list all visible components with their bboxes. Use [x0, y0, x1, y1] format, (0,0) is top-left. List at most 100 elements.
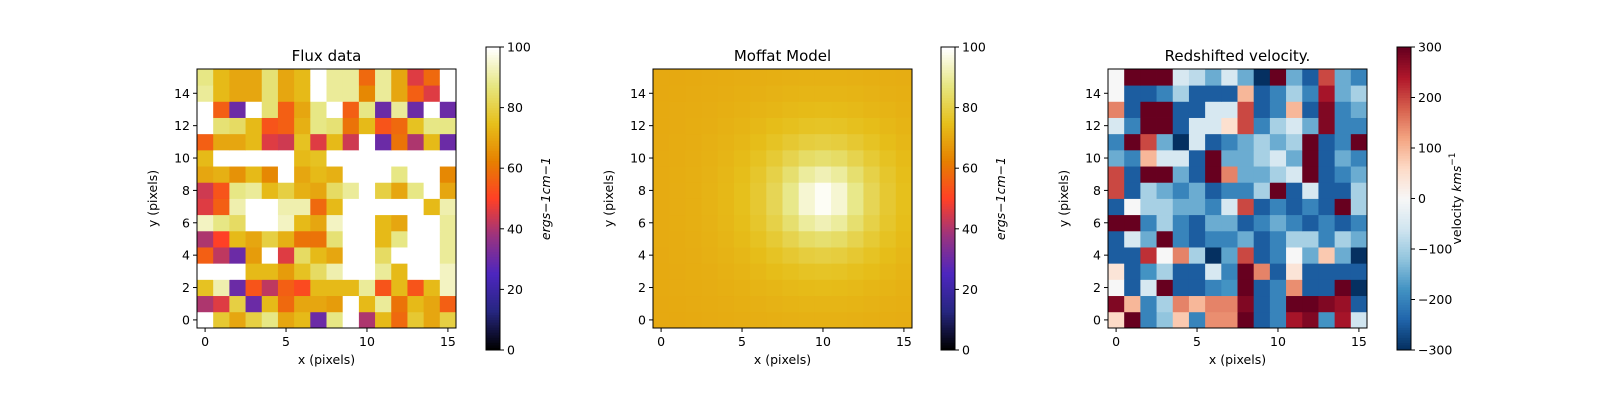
heatmap-cell: [310, 214, 327, 232]
heatmap-cell: [766, 182, 783, 199]
colorbar-step: [486, 148, 500, 152]
heatmap-cell: [653, 198, 670, 216]
heatmap-cell: [1140, 133, 1157, 151]
heatmap-cell: [863, 85, 881, 102]
colorbar-step: [486, 59, 500, 63]
heatmap-cell: [358, 311, 376, 329]
heatmap-cell: [1237, 69, 1255, 86]
heatmap-cell: [750, 69, 767, 86]
heatmap-cell: [685, 101, 702, 118]
heatmap-cell: [766, 247, 783, 264]
colorbar-step: [486, 269, 500, 273]
colorbar-step: [941, 279, 955, 283]
heatmap-cell: [294, 85, 311, 102]
heatmap-cell: [1221, 69, 1238, 86]
heatmap-cell: [439, 166, 457, 183]
colorbar-step: [1397, 264, 1411, 268]
heatmap-cell: [782, 182, 800, 199]
heatmap-cell: [342, 85, 360, 102]
heatmap-cell: [1350, 311, 1368, 329]
heatmap-cell: [1124, 85, 1141, 102]
colorbar-step: [941, 160, 955, 164]
heatmap-cell: [1237, 166, 1255, 183]
colorbar-step: [941, 322, 955, 326]
colorbar-step: [1397, 94, 1411, 98]
colorbar-step: [486, 218, 500, 222]
heatmap-cell: [342, 214, 360, 232]
heatmap-cell: [375, 214, 392, 232]
heatmap-cell: [423, 214, 441, 232]
heatmap-cell: [1124, 247, 1141, 264]
heatmap-cell: [798, 311, 816, 329]
heatmap-cell: [879, 182, 897, 199]
heatmap-cell: [895, 133, 913, 151]
heatmap-cell: [213, 182, 230, 199]
colorbar-step: [1397, 105, 1411, 109]
colorbar-step: [486, 254, 500, 258]
heatmap-cell: [717, 198, 735, 216]
y-tick-label: 0: [1093, 312, 1101, 327]
colorbar-step: [1397, 223, 1411, 227]
heatmap-cell: [847, 230, 864, 248]
colorbar-label: velocity kms−1: [1448, 152, 1464, 244]
colorbar-step: [1397, 294, 1411, 298]
heatmap-cell: [798, 263, 816, 280]
heatmap-cell: [1237, 230, 1255, 248]
heatmap-cell: [1350, 133, 1368, 151]
heatmap-cell: [863, 117, 881, 135]
heatmap-cell: [879, 295, 897, 313]
heatmap-cell: [782, 101, 800, 118]
heatmap-cell: [782, 149, 800, 167]
heatmap-cell: [213, 69, 230, 86]
heatmap-cell: [717, 117, 735, 135]
colorbar-step: [486, 84, 500, 88]
colorbar-step: [941, 251, 955, 255]
heatmap-cell: [766, 279, 783, 297]
heatmap-cell: [782, 117, 800, 135]
colorbar-step: [1397, 322, 1411, 326]
heatmap-cell: [1334, 247, 1352, 264]
colorbar-step: [486, 228, 500, 232]
heatmap-cell: [229, 117, 246, 135]
heatmap-cell: [277, 182, 295, 199]
heatmap-cell: [375, 101, 392, 118]
heatmap-cell: [847, 214, 864, 232]
heatmap-cell: [342, 230, 360, 248]
heatmap-cell: [294, 311, 311, 329]
heatmap-cell: [245, 230, 263, 248]
colorbar-step: [1397, 241, 1411, 245]
colorbar-tick-label: 100: [1418, 141, 1442, 156]
colorbar-step: [941, 319, 955, 323]
heatmap-cell: [847, 69, 864, 86]
heatmap-cell: [814, 247, 832, 264]
colorbar-step: [1397, 279, 1411, 283]
heatmap-cell: [1124, 279, 1141, 297]
colorbar-step: [941, 102, 955, 106]
heatmap-cell: [766, 295, 783, 313]
heatmap-cell: [1237, 263, 1255, 280]
colorbar-step: [1397, 281, 1411, 285]
colorbar-step: [941, 72, 955, 76]
y-tick-label: 14: [174, 86, 190, 101]
heatmap-cell: [197, 263, 214, 280]
heatmap-cell: [261, 198, 279, 216]
heatmap-cell: [358, 263, 376, 280]
heatmap-cell: [717, 69, 735, 86]
heatmap-cell: [1221, 101, 1238, 118]
colorbar-step: [941, 208, 955, 212]
heatmap-cell: [733, 117, 751, 135]
colorbar-step: [941, 286, 955, 290]
heatmap-cell: [717, 182, 735, 199]
colorbar-step: [486, 173, 500, 177]
colorbar-step: [941, 158, 955, 162]
colorbar-step: [1397, 150, 1411, 154]
heatmap-cell: [1253, 117, 1271, 135]
heatmap-cell: [1140, 214, 1157, 232]
colorbar-step: [1397, 198, 1411, 202]
colorbar-step: [486, 307, 500, 311]
heatmap-cell: [1302, 85, 1319, 102]
heatmap-cell: [1188, 263, 1206, 280]
colorbar-step: [486, 49, 500, 53]
heatmap-cell: [701, 279, 719, 297]
heatmap-cell: [423, 133, 441, 151]
